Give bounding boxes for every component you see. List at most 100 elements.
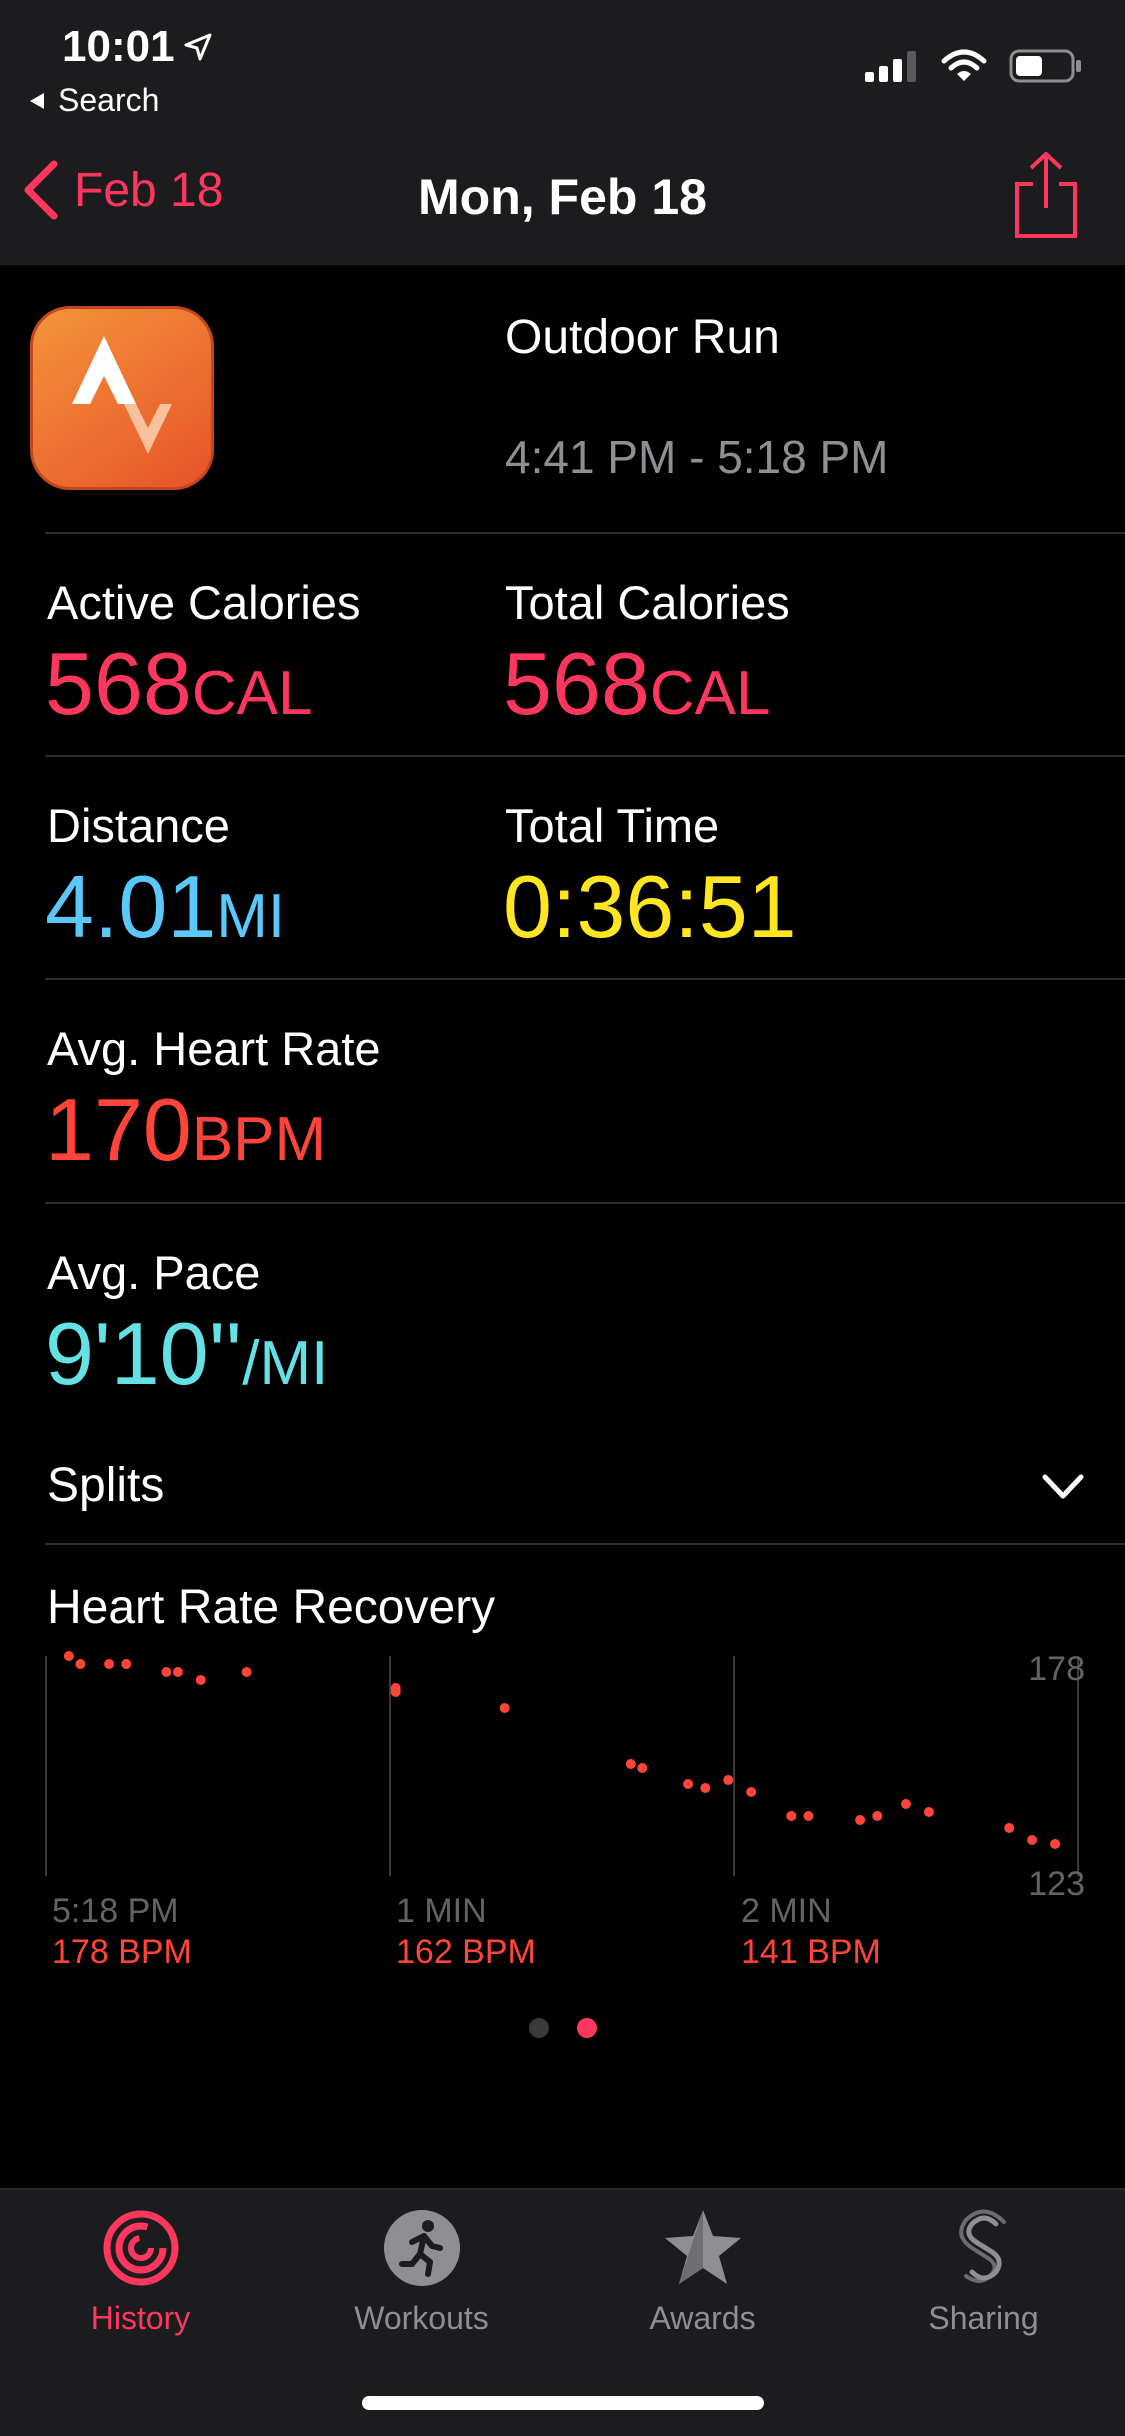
heart-rate-point	[700, 1783, 711, 1793]
total-time-value: 0:36:51	[503, 857, 797, 956]
nav-back-label: Feb 18	[74, 163, 224, 217]
workout-time-range: 4:41 PM - 5:18 PM	[505, 431, 889, 483]
status-time: 10:01	[62, 22, 213, 72]
x-tick-bpm: 178 BPM	[52, 1933, 192, 1971]
back-to-search[interactable]: Search	[28, 82, 159, 119]
distance-number: 4.01	[45, 857, 217, 956]
location-arrow-icon	[184, 33, 212, 61]
award-star-icon	[664, 2210, 741, 2284]
heart-rate-points	[63, 1651, 1061, 1849]
divider	[45, 978, 1125, 980]
heart-rate-point	[1050, 1839, 1061, 1849]
chevron-down-icon	[1042, 1474, 1084, 1499]
divider	[45, 1202, 1125, 1204]
heart-rate-point	[923, 1807, 934, 1817]
avg-pace-label: Avg. Pace	[47, 1246, 261, 1299]
back-triangle-icon	[30, 92, 44, 109]
heart-rate-point	[390, 1687, 401, 1697]
tab-awards[interactable]: Awards	[562, 2208, 843, 2337]
avg-heart-rate-value: 170BPM	[45, 1086, 326, 1174]
avg-pace-number: 9'10''	[45, 1304, 243, 1403]
total-calories-unit: CAL	[649, 659, 771, 728]
status-indicators	[865, 48, 1083, 84]
avg-pace-unit: /MI	[242, 1329, 329, 1398]
share-icon[interactable]	[1011, 150, 1081, 240]
total-time-label: Total Time	[505, 799, 720, 852]
page-title: Mon, Feb 18	[418, 169, 707, 225]
y-axis-min-label: 123	[1028, 1865, 1085, 1903]
distance-unit: MI	[216, 882, 286, 951]
divider	[45, 755, 1125, 757]
avg-pace-value: 9'10''/MI	[45, 1310, 328, 1398]
x-tick-bpm: 141 BPM	[741, 1933, 881, 1971]
wifi-icon	[941, 49, 987, 81]
heart-rate-point	[172, 1667, 183, 1677]
splits-label: Splits	[47, 1459, 165, 1512]
sharing-icon	[958, 2209, 1006, 2283]
heart-rate-point	[803, 1811, 814, 1821]
status-time-text: 10:01	[62, 22, 175, 71]
tab-label: Awards	[649, 2300, 756, 2336]
heart-rate-point	[872, 1811, 883, 1821]
heart-rate-point	[104, 1659, 115, 1669]
activity-rings-icon	[103, 2210, 178, 2286]
heart-rate-point	[1004, 1823, 1015, 1833]
page-indicator[interactable]	[0, 2018, 1125, 2038]
active-calories-value: 568CAL	[45, 640, 312, 728]
avg-heart-rate-unit: BPM	[191, 1105, 327, 1174]
cellular-signal-icon	[865, 51, 916, 82]
back-app-label: Search	[58, 82, 160, 118]
tab-label: Workouts	[354, 2300, 489, 2336]
distance-label: Distance	[47, 799, 230, 852]
strava-app-icon	[30, 306, 214, 490]
heart-rate-point	[901, 1799, 911, 1809]
distance-value: 4.01MI	[45, 863, 285, 951]
battery-icon	[1009, 49, 1081, 83]
running-figure-icon	[383, 2210, 460, 2286]
y-axis-max-label: 178	[1028, 1650, 1085, 1688]
tab-workouts[interactable]: Workouts	[281, 2208, 562, 2337]
page-dot[interactable]	[528, 2018, 549, 2038]
tab-history[interactable]: History	[0, 2208, 281, 2337]
heart-rate-point	[75, 1659, 86, 1669]
heart-rate-point	[855, 1815, 866, 1825]
workout-name: Outdoor Run	[505, 311, 780, 364]
x-tick-label: 2 MIN	[741, 1892, 832, 1930]
divider	[45, 1543, 1125, 1545]
heart-rate-point	[637, 1763, 648, 1773]
total-calories-value: 568CAL	[503, 640, 770, 728]
heart-rate-point	[121, 1659, 132, 1669]
heart-rate-recovery-plot	[45, 1651, 1079, 1876]
heart-rate-point	[786, 1811, 797, 1821]
active-calories-label: Active Calories	[47, 576, 361, 629]
heart-rate-point	[161, 1667, 172, 1677]
heart-rate-point	[499, 1703, 510, 1713]
heart-rate-point	[723, 1775, 734, 1785]
chevron-left-icon	[24, 160, 58, 220]
heart-rate-point	[1027, 1835, 1038, 1845]
x-tick-label: 5:18 PM	[52, 1892, 179, 1930]
heart-rate-recovery-title: Heart Rate Recovery	[47, 1581, 496, 1634]
tab-bar: History Workouts Awards Sharing	[0, 2188, 1125, 2436]
divider	[45, 532, 1125, 534]
active-calories-number: 568	[45, 634, 192, 733]
total-calories-label: Total Calories	[505, 576, 790, 629]
nav-back-button[interactable]: Feb 18	[22, 160, 223, 220]
heart-rate-recovery-chart[interactable]: 178 123 5:18 PM 178 BPM 1 MIN 162 BPM 2 …	[40, 1650, 1085, 1980]
tab-label: Sharing	[928, 2300, 1039, 2336]
heart-rate-point	[683, 1779, 694, 1789]
home-indicator[interactable]	[362, 2396, 764, 2410]
x-tick-label: 1 MIN	[396, 1892, 487, 1930]
tab-sharing[interactable]: Sharing	[843, 2208, 1124, 2337]
heart-rate-point	[195, 1675, 206, 1685]
avg-heart-rate-number: 170	[45, 1080, 192, 1179]
heart-rate-point	[746, 1787, 757, 1797]
avg-heart-rate-label: Avg. Heart Rate	[47, 1022, 381, 1075]
heart-rate-point	[63, 1651, 74, 1661]
total-calories-number: 568	[503, 634, 650, 733]
heart-rate-point	[625, 1759, 636, 1769]
page-dot-active[interactable]	[576, 2018, 597, 2038]
splits-row[interactable]: Splits	[45, 1450, 1085, 1530]
tab-label: History	[90, 2300, 191, 2336]
strava-logo-icon	[72, 336, 172, 454]
